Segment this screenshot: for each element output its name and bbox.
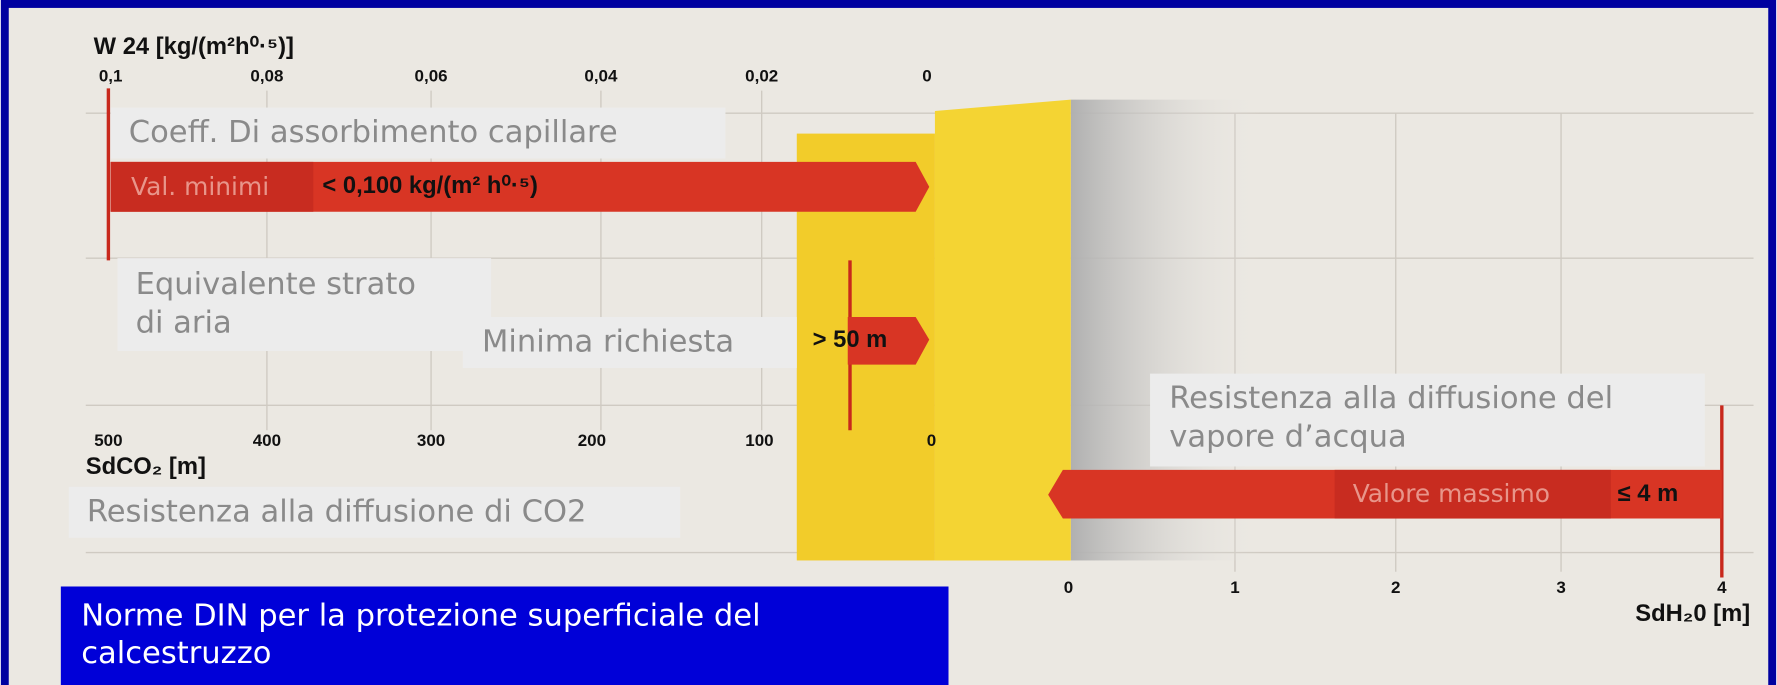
tick-label: 4 — [1717, 578, 1727, 597]
tag: Minima richiesta — [482, 325, 734, 360]
label: Equivalente strato — [136, 267, 416, 302]
tick-label: 0 — [927, 431, 936, 450]
value-bar — [110, 161, 930, 212]
tick-label: 2 — [1391, 578, 1400, 597]
value: > 50 m — [813, 326, 888, 353]
tick-label: 0 — [922, 66, 931, 85]
label-box — [110, 107, 726, 159]
value: ≤ 4 m — [1618, 480, 1679, 507]
value: < 0,100 kg/(m² h⁰·⁵) — [322, 172, 537, 199]
tick-label: 3 — [1556, 578, 1565, 597]
tick-label: 0,1 — [99, 66, 123, 85]
right-axis-title: SdH₂0 [m] — [1635, 600, 1750, 627]
tag: Valore massimo — [1353, 479, 1550, 508]
footer-text: calcestruzzo — [81, 636, 271, 671]
top-axis-title: W 24 [kg/(m²h⁰·⁵)] — [94, 33, 294, 60]
tick-label: 0,02 — [745, 66, 778, 85]
tick-label: 500 — [94, 431, 122, 450]
label: Coeff. Di assorbimento capillare — [129, 115, 618, 150]
value-bar — [847, 317, 930, 365]
label-box — [117, 258, 492, 351]
footer-box — [60, 586, 949, 685]
tick-label: 100 — [745, 431, 773, 450]
tick-label: 0,08 — [250, 66, 283, 85]
tick-label: 400 — [253, 431, 281, 450]
tick-label: 0,06 — [415, 66, 448, 85]
tag: Val. minimi — [131, 172, 269, 201]
tick-label: 1 — [1230, 578, 1239, 597]
tick-label: 0 — [1064, 578, 1073, 597]
label: Resistenza alla diffusione di CO2 — [87, 494, 587, 529]
label: vapore d’acqua — [1169, 420, 1406, 455]
label-box — [68, 486, 681, 538]
tag-box — [110, 161, 314, 212]
wall-front — [934, 99, 1071, 561]
label-box — [1150, 373, 1705, 467]
tag-box — [1334, 469, 1611, 519]
tick-label: 300 — [417, 431, 445, 450]
footer-text: Norme DIN per la protezione superficiale… — [81, 599, 760, 634]
label: Resistenza alla diffusione del — [1169, 381, 1613, 416]
label: di aria — [136, 305, 232, 340]
tick-label: 0,04 — [584, 66, 618, 85]
bottom-axis-title: SdCO₂ [m] — [86, 453, 206, 480]
label-box — [462, 317, 797, 368]
tick-label: 200 — [578, 431, 606, 450]
